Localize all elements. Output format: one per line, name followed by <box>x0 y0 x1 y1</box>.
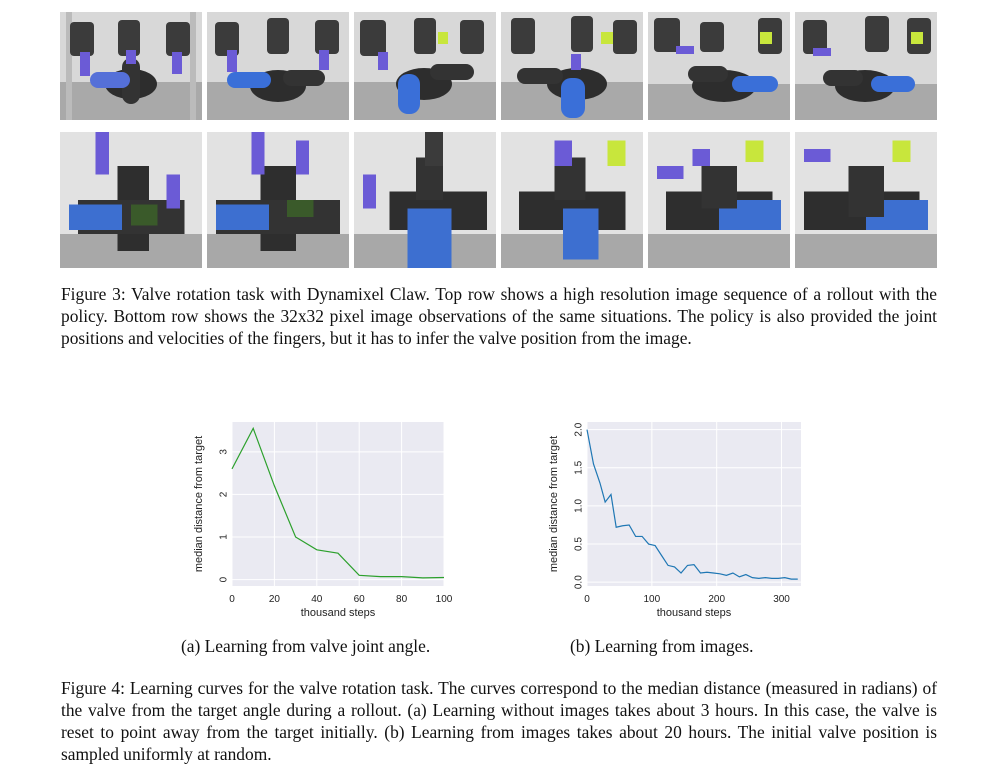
y-tick-label: 2 <box>219 491 230 497</box>
chart-a-svg: 0 20 40 60 80 100 0 1 2 3 thousand steps median dis… <box>193 422 453 619</box>
y-tick-label: 2.0 <box>574 422 585 436</box>
x-tick-label: 60 <box>354 594 366 605</box>
chart-valve-joint-angle: 0 20 40 60 80 100 0 1 2 3 thousand steps median dis… <box>180 412 470 622</box>
chart-images: 0 100 200 300 0.0 0.5 1.0 1.5 2.0 thousand steps m… <box>535 412 825 622</box>
low-res-frame-2 <box>207 132 349 268</box>
plot-area <box>587 422 801 586</box>
y-axis-label: median distance from target <box>193 436 205 572</box>
x-axis-label: thousand steps <box>657 607 732 619</box>
y-tick-label: 1 <box>219 534 230 540</box>
x-tick-label: 100 <box>644 594 661 605</box>
high-res-frame-6 <box>795 12 937 120</box>
x-tick-label: 100 <box>436 594 453 605</box>
high-res-frame-5 <box>648 12 790 120</box>
subcaption-a: (a) Learning from valve joint angle. <box>181 636 431 656</box>
high-res-frame-2 <box>207 12 349 120</box>
low-res-frame-5 <box>648 132 790 268</box>
low-res-frame-6 <box>795 132 937 268</box>
low-res-frame-4 <box>501 132 643 268</box>
low-res-frame-1 <box>60 132 202 268</box>
figure-4-text: Learning curves for the valve rotation t… <box>61 678 937 764</box>
figure-3-label: Figure 3: <box>61 284 126 304</box>
figure-4-caption: Figure 4: Learning curves for the valve … <box>61 677 937 765</box>
chart-b-svg: 0 100 200 300 0.0 0.5 1.0 1.5 2.0 thousand steps m… <box>548 422 801 619</box>
x-tick-label: 40 <box>311 594 323 605</box>
y-axis-label: median distance from target <box>548 436 560 572</box>
x-tick-label: 200 <box>708 594 725 605</box>
low-res-frame-3 <box>354 132 496 268</box>
figure-4-label: Figure 4: <box>61 678 125 698</box>
figure-3-caption: Figure 3: Valve rotation task with Dynam… <box>61 283 937 349</box>
y-tick-label: 0 <box>219 576 230 582</box>
y-tick-label: 1.5 <box>574 460 585 474</box>
x-tick-label: 0 <box>584 594 590 605</box>
y-tick-label: 1.0 <box>574 499 585 513</box>
x-tick-label: 0 <box>229 594 235 605</box>
y-tick-label: 3 <box>219 449 230 455</box>
high-res-frame-3 <box>354 12 496 120</box>
x-axis-label: thousand steps <box>301 607 376 619</box>
subcaption-b: (b) Learning from images. <box>570 636 754 656</box>
figure-3-text: Valve rotation task with Dynamixel Claw.… <box>61 284 937 348</box>
high-res-frame-4 <box>501 12 643 120</box>
x-tick-label: 300 <box>773 594 790 605</box>
x-tick-label: 80 <box>396 594 408 605</box>
series-line <box>586 429 798 580</box>
x-tick-label: 20 <box>269 594 281 605</box>
valve-rotation-image-grid <box>60 12 937 268</box>
y-tick-label: 0.0 <box>574 575 585 589</box>
y-tick-label: 0.5 <box>574 537 585 551</box>
high-res-frame-1 <box>60 12 202 120</box>
series-line <box>231 426 445 579</box>
plot-area <box>232 422 444 586</box>
